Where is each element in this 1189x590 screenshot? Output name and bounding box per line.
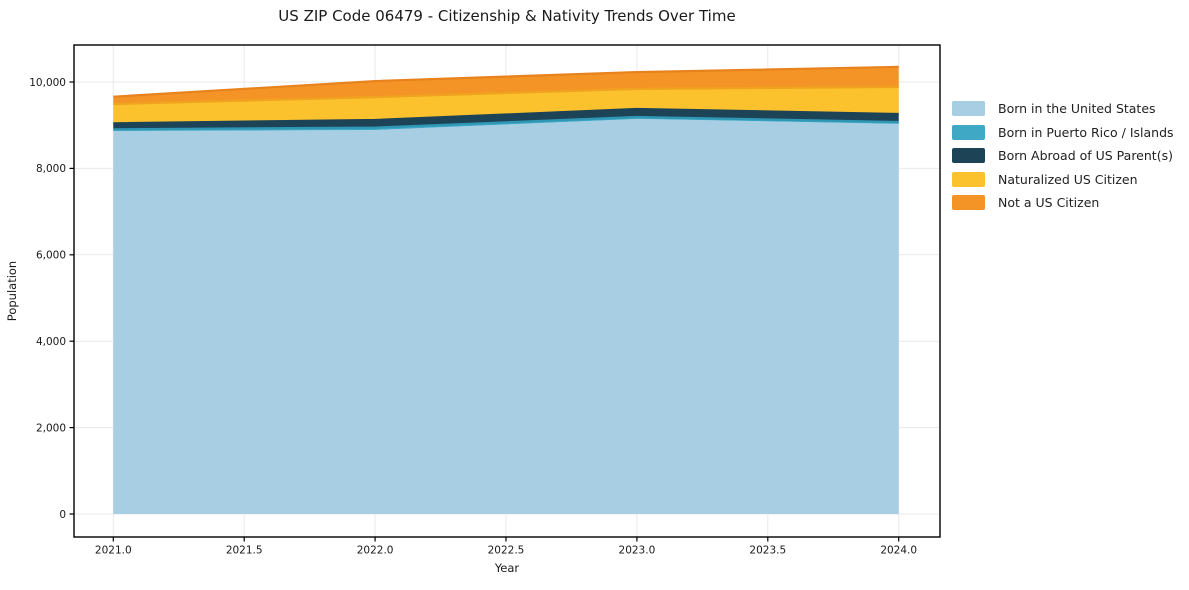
legend-item-born-abroad-of-us-parent-s: Born Abroad of US Parent(s) [952, 148, 1174, 163]
edge-line-not-a-us-citizen [113, 65, 899, 98]
chart-title: US ZIP Code 06479 - Citizenship & Nativi… [278, 7, 736, 25]
legend-swatch-icon [952, 101, 985, 116]
x-tick-label: 2021.0 [95, 545, 132, 557]
y-tick-label: 6,000 [36, 250, 66, 262]
legend-label: Born in the United States [998, 101, 1156, 116]
edge-line-born-abroad-of-us-parent-s [113, 107, 899, 125]
legend-label: Born in Puerto Rico / Islands [998, 124, 1174, 140]
legend-label: Born Abroad of US Parent(s) [998, 148, 1173, 163]
legend-item-born-in-the-united-states: Born in the United States [952, 101, 1174, 116]
legend-label: Not a US Citizen [998, 195, 1100, 210]
area-born-abroad-of-us-parent-s [113, 109, 899, 130]
legend: Born in the United States Born in Puerto … [952, 101, 1174, 210]
area-not-a-us-citizen [113, 66, 899, 104]
y-tick-label: 4,000 [36, 336, 66, 348]
area-born-in-the-united-states [113, 118, 899, 515]
area-naturalized-us-citizen [113, 87, 899, 124]
y-tick-label: 10,000 [29, 77, 66, 89]
legend-swatch-icon [952, 124, 985, 140]
edge-line-naturalized-us-citizen [113, 85, 899, 106]
x-axis-label: Year [494, 561, 520, 575]
legend-item-naturalized-us-citizen: Naturalized US Citizen [952, 171, 1174, 187]
x-tick-label: 2024.0 [880, 545, 917, 557]
x-tick-label: 2022.0 [357, 545, 394, 557]
legend-swatch-icon [952, 148, 985, 163]
legend-item-not-a-us-citizen: Not a US Citizen [952, 195, 1174, 210]
area-born-in-puerto-rico-islands [113, 117, 899, 131]
edge-line-born-in-puerto-rico-islands [113, 115, 899, 131]
y-axis-label: Population [5, 261, 19, 321]
x-tick-label: 2022.5 [488, 545, 525, 557]
y-tick-label: 8,000 [36, 163, 66, 175]
legend-swatch-icon [952, 171, 985, 187]
legend-swatch-icon [952, 195, 985, 210]
plot-border [73, 44, 941, 538]
legend-label: Naturalized US Citizen [998, 171, 1138, 187]
x-tick-label: 2023.0 [619, 545, 656, 557]
x-tick-label: 2021.5 [226, 545, 263, 557]
y-tick-label: 2,000 [36, 422, 66, 434]
x-tick-label: 2023.5 [749, 545, 786, 557]
y-tick-label: 0 [59, 509, 66, 521]
legend-item-born-in-puerto-rico-islands: Born in Puerto Rico / Islands [952, 124, 1174, 140]
